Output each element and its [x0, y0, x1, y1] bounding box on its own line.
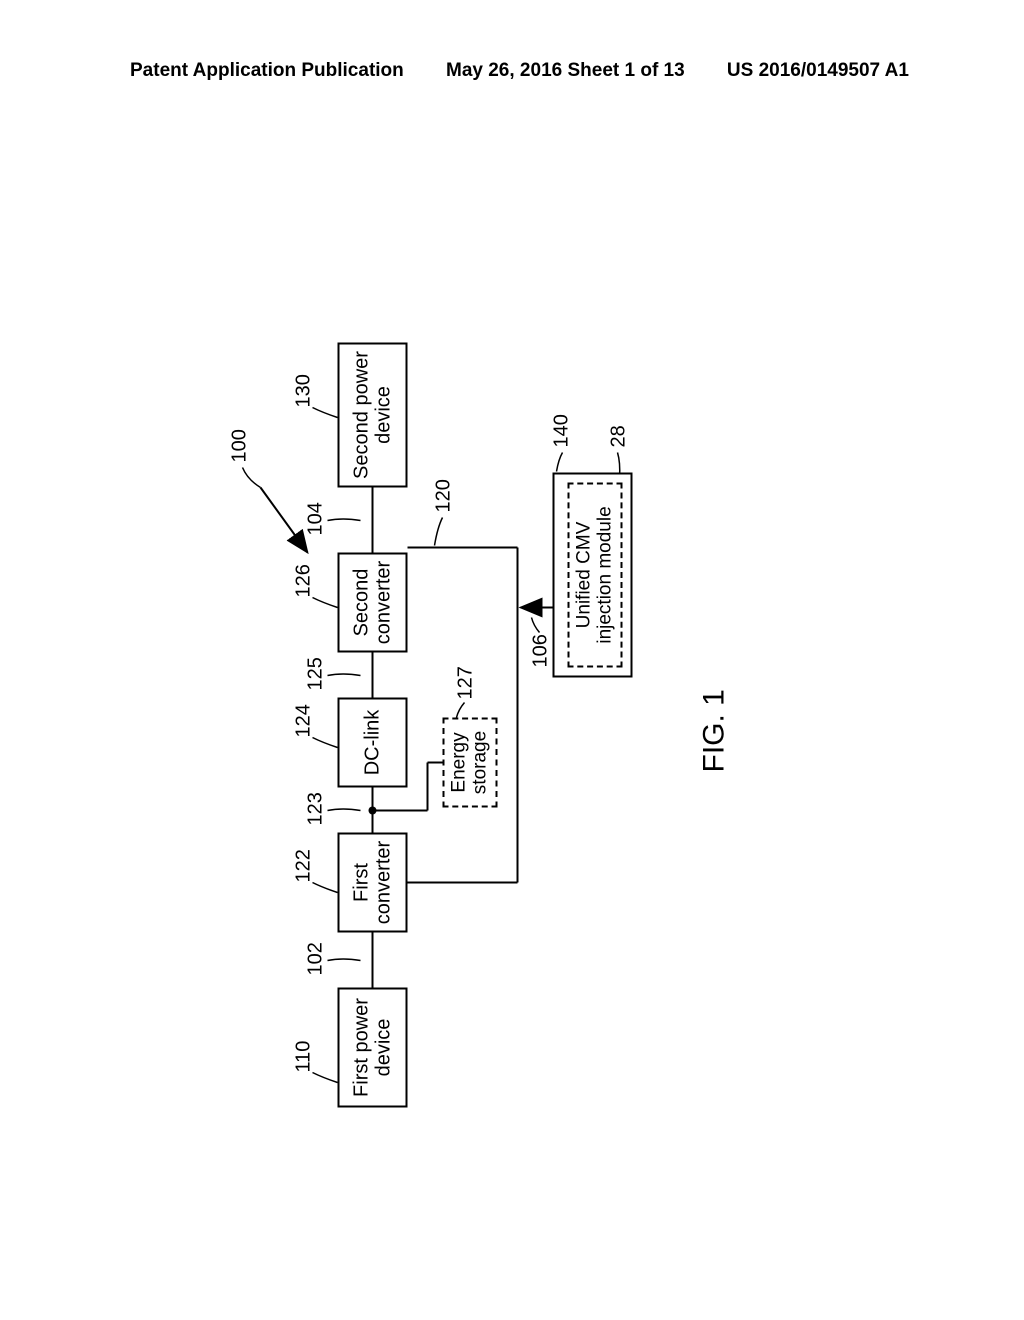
header-center: May 26, 2016 Sheet 1 of 13	[446, 60, 685, 82]
ref-124: 124	[293, 704, 316, 737]
ref-123: 123	[305, 792, 328, 825]
first-power-line2: device	[373, 1019, 395, 1077]
energy-storage-box: Energy storage	[443, 718, 498, 808]
ref-122: 122	[293, 849, 316, 882]
ref-110: 110	[293, 1041, 316, 1073]
ref-102: 102	[305, 942, 328, 975]
ref-104: 104	[305, 502, 328, 535]
unified-cmv-module-box: Unified CMV injection module	[568, 483, 623, 668]
second-conv-line2: converter	[373, 561, 395, 644]
first-conv-line2: converter	[373, 841, 395, 924]
ref-120: 120	[433, 479, 456, 512]
first-converter-box: First converter	[338, 833, 408, 933]
second-conv-line1: Second	[351, 569, 373, 637]
ref-127: 127	[455, 666, 478, 699]
second-power-device-box: Second power device	[338, 343, 408, 488]
second-power-line1: Second power	[351, 351, 373, 479]
second-converter-box: Second converter	[338, 553, 408, 653]
ref-106: 106	[530, 634, 553, 667]
header-right: US 2016/0149507 A1	[727, 60, 909, 82]
first-power-line1: First power	[351, 998, 373, 1097]
first-power-device-box: First power device	[338, 988, 408, 1108]
first-conv-line1: First	[351, 863, 373, 902]
second-power-line2: device	[373, 386, 395, 444]
cmv-line2: injection module	[595, 506, 616, 643]
figure-1: 100 110 122 124 126 130 102 123 125 104 …	[243, 343, 783, 1108]
ref-126: 126	[293, 564, 316, 597]
energy-line2: storage	[470, 731, 491, 794]
energy-line1: Energy	[449, 732, 470, 792]
dc-link-box: DC-link	[338, 698, 408, 788]
header-left: Patent Application Publication	[130, 60, 404, 82]
ref-125: 125	[305, 657, 328, 690]
ref-100: 100	[229, 429, 252, 462]
dc-link-label: DC-link	[362, 710, 384, 776]
ref-28: 28	[608, 425, 631, 447]
ref-140: 140	[551, 414, 574, 447]
ref-130: 130	[293, 374, 316, 407]
figure-caption: FIG. 1	[698, 689, 732, 772]
cmv-line1: Unified CMV	[574, 522, 595, 629]
page-header: Patent Application Publication May 26, 2…	[0, 60, 1024, 82]
